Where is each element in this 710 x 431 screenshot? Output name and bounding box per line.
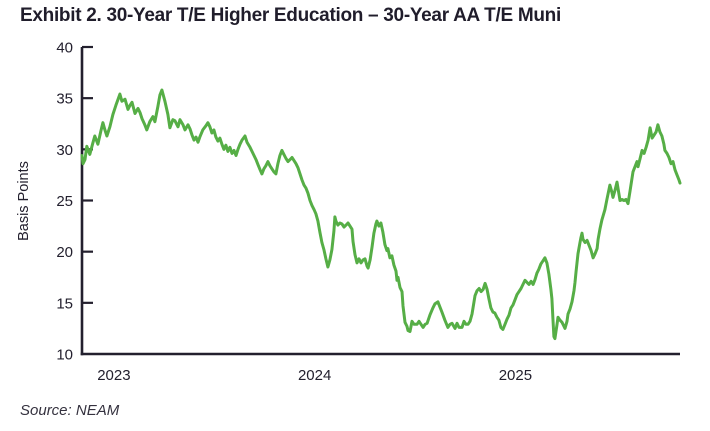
y-tick-label: 30	[56, 142, 73, 159]
x-tick-label: 2024	[298, 367, 331, 384]
y-tick-label: 25	[56, 193, 73, 210]
series-line	[80, 88, 682, 341]
y-tick-label: 35	[56, 91, 73, 108]
x-tick-label: 2023	[97, 367, 130, 384]
y-tick-label: 20	[56, 244, 73, 261]
x-tick-label: 2025	[499, 367, 532, 384]
chart-title: Exhibit 2. 30-Year T/E Higher Education …	[20, 5, 561, 26]
y-tick-label: 10	[56, 347, 73, 364]
source-note: Source: NEAM	[20, 402, 120, 419]
y-tick-label: 15	[56, 295, 73, 312]
y-axis-label: Basis Points	[16, 161, 32, 241]
y-tick-label: 40	[56, 40, 73, 57]
